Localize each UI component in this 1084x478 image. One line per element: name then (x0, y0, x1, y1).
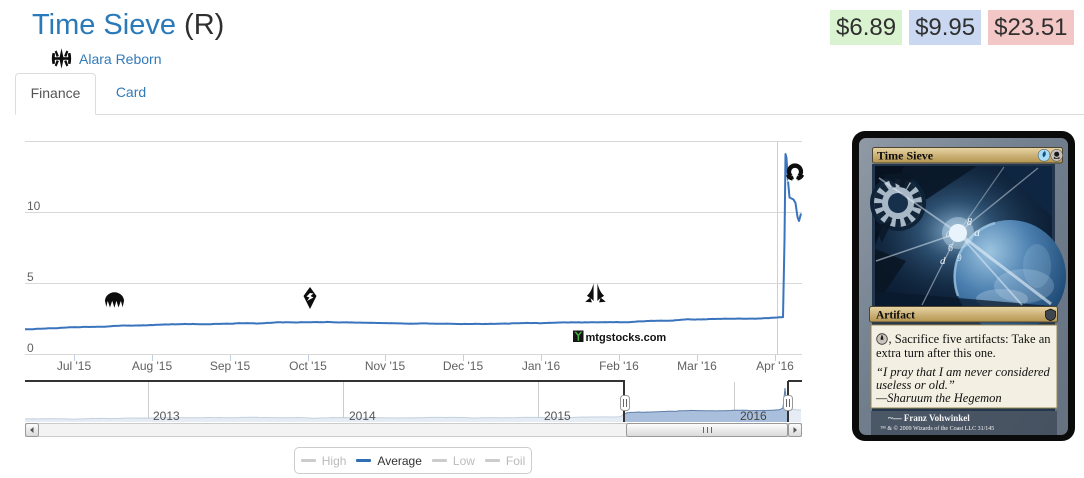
svg-text:“I pray that I am never consid: “I pray that I am never considered (876, 365, 1051, 379)
svg-text:Mar '16: Mar '16 (677, 359, 717, 373)
svg-text:Dec '15: Dec '15 (443, 359, 484, 373)
svg-text:5: 5 (27, 270, 34, 284)
svg-text:Aug '15: Aug '15 (132, 359, 173, 373)
svg-text:extra turn after this one.: extra turn after this one. (876, 346, 996, 360)
svg-text:6: 6 (948, 243, 953, 254)
svg-text:8: 8 (967, 217, 972, 228)
svg-text:Jul '15: Jul '15 (57, 359, 92, 373)
svg-text:10: 10 (27, 199, 41, 213)
svg-text:Time Sieve: Time Sieve (877, 149, 934, 163)
svg-text:~— Franz Vohwinkel: ~— Franz Vohwinkel (888, 413, 970, 423)
svg-text:Nov '15: Nov '15 (365, 359, 406, 373)
svg-text:2016: 2016 (740, 409, 767, 423)
svg-text:mtgstocks.com: mtgstocks.com (586, 332, 667, 344)
svg-text:Artifact: Artifact (876, 310, 915, 322)
svg-text:2015: 2015 (544, 409, 571, 423)
svg-text:, Sacrifice five artifacts: Ta: , Sacrifice five artifacts: Take an (889, 332, 1052, 346)
svg-text:2014: 2014 (349, 409, 376, 423)
svg-text:a: a (974, 225, 980, 239)
svg-text:™ & © 2009 Wizards of the Coas: ™ & © 2009 Wizards of the Coast LLC 31/1… (880, 425, 994, 432)
svg-text:2013: 2013 (153, 409, 180, 423)
svg-text:Apr '16: Apr '16 (756, 359, 794, 373)
svg-text:0: 0 (946, 230, 950, 239)
svg-text:Oct '15: Oct '15 (289, 359, 327, 373)
svg-text:Jan '16: Jan '16 (522, 359, 561, 373)
svg-text:—Sharuum the Hegemon: —Sharuum the Hegemon (875, 391, 1002, 405)
svg-text:9: 9 (957, 253, 962, 263)
svg-text:d: d (940, 255, 946, 267)
svg-text:Feb '16: Feb '16 (599, 359, 639, 373)
svg-text:useless or old.”: useless or old.” (876, 378, 955, 392)
svg-text:0: 0 (27, 341, 34, 355)
svg-text:Sep '15: Sep '15 (210, 359, 251, 373)
